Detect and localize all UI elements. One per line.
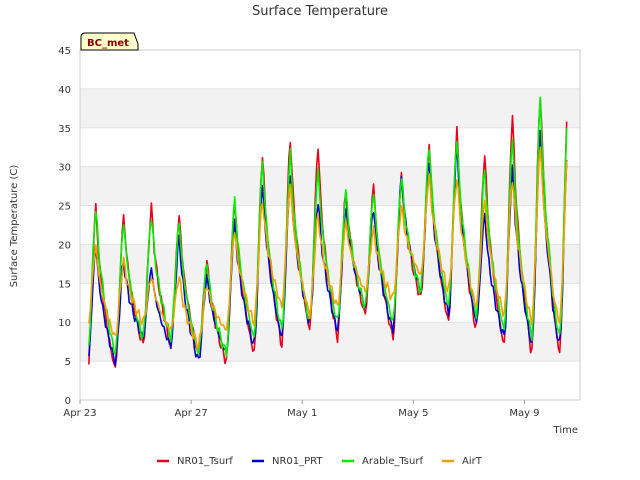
site-badge: BC_met	[80, 32, 139, 51]
grid-band	[80, 244, 580, 284]
grid-band	[80, 88, 580, 128]
y-tick-label: 10	[58, 318, 71, 329]
chart-title: Surface Temperature	[252, 4, 388, 19]
grid-band	[80, 166, 580, 206]
series-line-NR01_PRT	[88, 129, 568, 367]
plot-frame	[79, 49, 581, 401]
legend: NR01_Tsurf NR01_PRT Arable_Tsurf AirT	[157, 456, 483, 467]
x-axis-label: Time	[553, 425, 578, 436]
series-line-AirT	[88, 146, 568, 351]
y-tick-label: 35	[58, 124, 71, 135]
y-tick-label: 5	[65, 357, 71, 368]
grid-band	[80, 322, 580, 362]
y-axis-label: Surface Temperature (C)	[9, 165, 20, 288]
legend-label: AirT	[462, 456, 483, 467]
y-tick-label: 45	[58, 46, 71, 57]
legend-label: NR01_Tsurf	[177, 456, 233, 467]
y-tick-label: 40	[58, 85, 71, 96]
x-tick-label: May 5	[398, 408, 428, 419]
y-tick-label: 30	[58, 163, 71, 174]
legend-label: Arable_Tsurf	[362, 456, 423, 467]
x-tick-label: Apr 23	[63, 408, 96, 419]
y-tick-label: 20	[58, 240, 71, 251]
x-tick-label: Apr 27	[175, 408, 208, 419]
site-badge-label: BC_met	[87, 38, 129, 49]
y-tick-label: 0	[65, 396, 71, 407]
x-tick-label: May 1	[287, 408, 317, 419]
x-tick-label: May 9	[509, 408, 539, 419]
legend-label: NR01_PRT	[272, 456, 323, 467]
y-tick-label: 15	[58, 279, 71, 290]
y-tick-label: 25	[58, 202, 71, 213]
